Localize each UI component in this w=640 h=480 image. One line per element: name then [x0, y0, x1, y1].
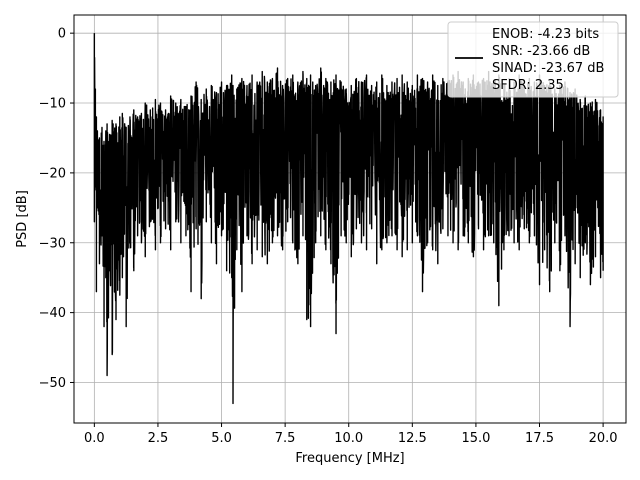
y-tick-label: 0 — [58, 27, 66, 42]
x-tick-label: 5.0 — [211, 431, 232, 446]
legend-enob: ENOB: -4.23 bits — [492, 27, 599, 42]
x-tick-label: 2.5 — [148, 431, 169, 446]
legend-snr: SNR: -23.66 dB — [492, 44, 590, 59]
x-tick-label: 7.5 — [275, 431, 296, 446]
x-tick-label: 10.0 — [334, 431, 363, 446]
psd-trace — [93, 33, 604, 405]
y-tick-label: −30 — [39, 236, 66, 251]
legend-sinad: SINAD: -23.67 dB — [492, 61, 604, 76]
y-axis-label: PSD [dB] — [15, 190, 30, 248]
x-tick-label: 12.5 — [398, 431, 427, 446]
x-tick-label: 17.5 — [525, 431, 554, 446]
x-tick-label: 0.0 — [84, 431, 105, 446]
x-axis-ticks: 0.0 2.5 5.0 7.5 10.0 12.5 15.0 17.5 20.0 — [84, 423, 618, 446]
y-tick-label: −50 — [39, 376, 66, 391]
y-axis-ticks: 0 −10 −20 −30 −40 −50 — [39, 27, 74, 391]
y-tick-label: −20 — [39, 166, 66, 181]
plot-frame — [73, 14, 627, 424]
x-tick-label: 20.0 — [589, 431, 618, 446]
legend-box — [447, 21, 619, 98]
y-tick-label: −10 — [39, 97, 66, 112]
x-axis-label: Frequency [MHz] — [295, 451, 404, 466]
legend: ENOB: -4.23 bits SNR: -23.66 dB SINAD: -… — [447, 21, 619, 98]
x-tick-label: 15.0 — [461, 431, 490, 446]
legend-sfdr: SFDR: 2.35 — [492, 78, 564, 93]
y-tick-label: −40 — [39, 306, 66, 321]
